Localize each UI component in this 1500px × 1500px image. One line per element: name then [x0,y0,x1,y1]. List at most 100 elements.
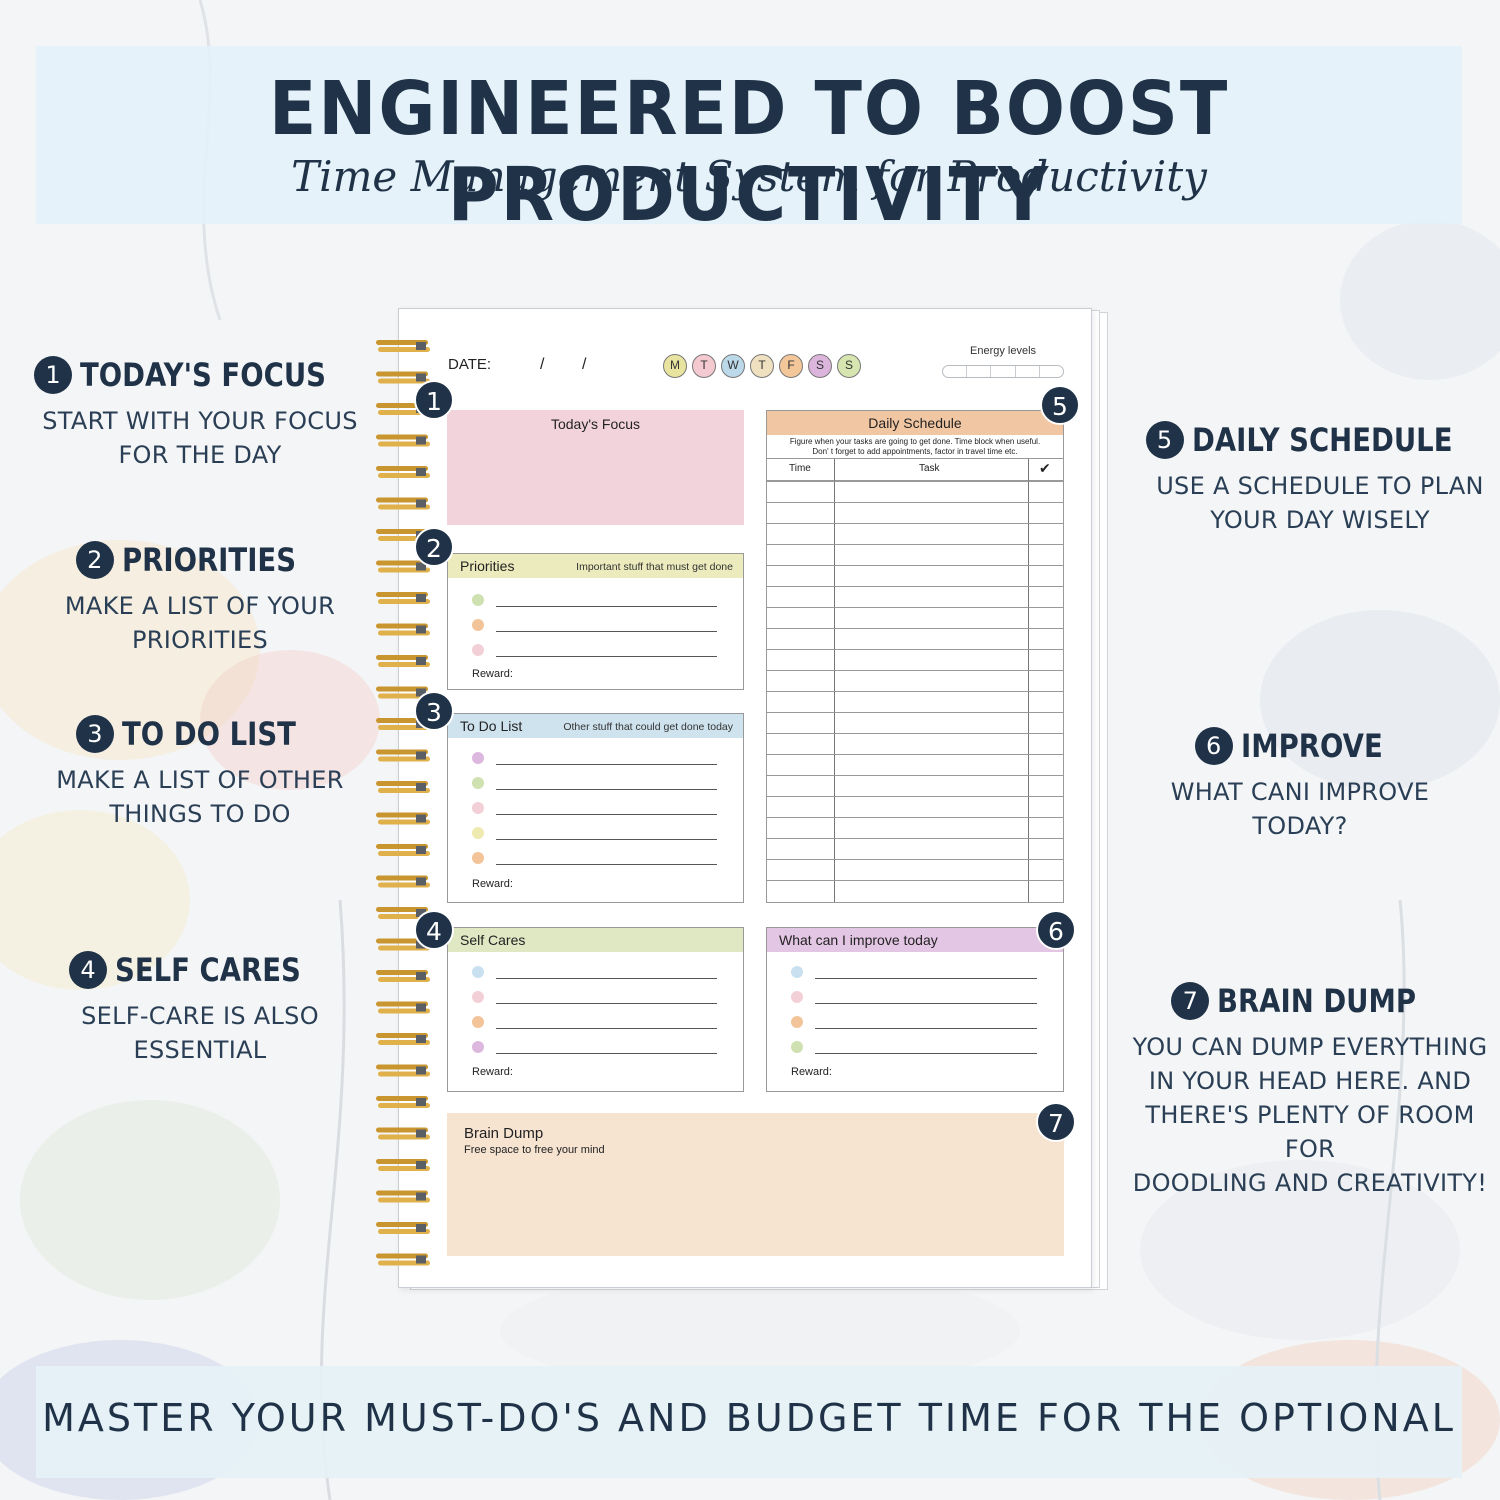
feature-desc-line: MAKE A LIST OF YOUR [64,592,336,620]
feature-number: 5 [1145,421,1184,459]
brain-dump-title: Brain Dump [464,1125,544,1142]
bullet-dot [791,1016,803,1028]
date-separator: / [540,356,545,373]
energy-level-bar[interactable] [942,365,1064,378]
feature-desc-line: DOODLING AND CREATIVITY! [1132,1169,1488,1197]
schedule-row-line [767,544,1063,545]
feature-priorities: 2 PRIORITIES MAKE A LIST OF YOUR PRIORITIE… [30,541,370,657]
priority-line[interactable] [472,644,717,658]
priorities-header: Priorities Important stuff that must get… [448,554,743,578]
feature-title: TO DO LIST [121,715,296,753]
weekday-circle[interactable]: W [721,354,745,378]
schedule-row-line [767,796,1063,797]
todo-line[interactable] [472,777,717,791]
spiral-ring [376,1096,430,1108]
spiral-ring [376,1222,430,1234]
spiral-ring [376,592,430,604]
spiral-ring [376,1190,430,1203]
spiral-ring [376,1253,430,1266]
improve-header: What can I improve today [767,928,1063,952]
spiral-ring [376,812,430,825]
improve-line[interactable] [791,991,1037,1005]
callout-badge: 1 [414,380,454,420]
self-care-line[interactable] [472,966,717,980]
feature-desc-line: TODAY? [1252,812,1348,840]
feature-title: TODAY'S FOCUS [79,356,326,394]
todo-list-note: Other stuff that could get done today [563,721,733,733]
weekday-circle[interactable]: T [692,354,716,378]
feature-title: BRAIN DUMP [1217,982,1417,1020]
priorities-box: Priorities Important stuff that must get… [447,553,744,690]
priorities-note: Important stuff that must get done [576,561,733,573]
feature-desc-line: IN YOUR HEAD HERE. AND [1148,1067,1472,1095]
spiral-ring [376,371,430,384]
todo-line[interactable] [472,852,717,866]
feature-number: 7 [1171,982,1210,1020]
priorities-reward: Reward: [472,668,513,680]
bullet-dot [472,752,484,764]
schedule-row-line [767,712,1063,713]
schedule-row-line [767,628,1063,629]
schedule-row-line [767,859,1063,860]
feature-number: 4 [68,951,107,989]
bullet-dot [472,827,484,839]
self-cares-header: Self Cares [448,928,743,952]
improve-line[interactable] [791,966,1037,980]
todo-line[interactable] [472,827,717,841]
weekday-circle[interactable]: F [779,354,803,378]
bullet-dot [472,802,484,814]
improve-line[interactable] [791,1016,1037,1030]
schedule-row-line [767,754,1063,755]
column-header-task: Task [919,463,940,474]
todo-line[interactable] [472,802,717,816]
spiral-ring [376,844,430,856]
callout-badge: 4 [414,910,454,950]
feature-desc-line: START WITH YOUR FOCUS [42,407,358,435]
priority-line[interactable] [472,619,717,633]
weekday-selector: M T W T F S S [663,354,861,378]
self-cares-reward: Reward: [472,1066,513,1078]
weekday-circle[interactable]: S [808,354,832,378]
self-care-line[interactable] [472,991,717,1005]
checkmark-icon: ✔ [1039,460,1051,476]
feature-improve: 6 IMPROVE WHAT CANI IMPROVE TODAY? [1120,727,1480,843]
schedule-row-line [767,481,1063,482]
feature-title: IMPROVE [1240,727,1383,765]
improve-line[interactable] [791,1041,1037,1055]
callout-badge: 7 [1036,1102,1076,1142]
improve-reward: Reward: [791,1066,832,1078]
schedule-row-line [767,502,1063,503]
spiral-ring [376,340,430,352]
spiral-ring [376,1064,430,1077]
todo-list-header: To Do List Other stuff that could get do… [448,714,743,738]
schedule-row-line [767,586,1063,587]
callout-badge: 5 [1040,385,1080,425]
feature-desc-line: YOU CAN DUMP EVERYTHING [1132,1033,1488,1061]
priority-line[interactable] [472,594,717,608]
bullet-dot [472,852,484,864]
feature-title: SELF CARES [114,951,301,989]
spiral-ring [376,560,430,573]
weekday-circle[interactable]: M [663,354,687,378]
todays-focus-title: Today's Focus [550,416,641,432]
weekday-circle[interactable]: S [837,354,861,378]
self-care-line[interactable] [472,1041,717,1055]
self-care-line[interactable] [472,1016,717,1030]
todo-list-box: To Do List Other stuff that could get do… [447,713,744,903]
spiral-ring [376,875,430,888]
priorities-title: Priorities [460,558,515,574]
feature-self-cares: 4 SELF CARES SELF-CARE IS ALSO ESSENTIAL [30,951,370,1067]
spiral-ring [376,781,430,793]
bullet-dot [472,1016,484,1028]
self-cares-box: Self Cares Reward: [447,927,744,1092]
todays-focus-box[interactable]: Today's Focus [447,410,744,525]
spiral-ring [376,1127,430,1140]
schedule-row-line [767,838,1063,839]
footer-band [36,1366,1462,1478]
schedule-row-line [767,565,1063,566]
brain-dump-box[interactable]: Brain Dump Free space to free your mind [447,1113,1064,1256]
energy-levels-label: Energy levels [970,345,1037,357]
weekday-circle[interactable]: T [750,354,774,378]
feature-todays-focus: 1 TODAY'S FOCUS START WITH YOUR FOCUS FOR … [30,356,370,472]
todo-line[interactable] [472,752,717,766]
